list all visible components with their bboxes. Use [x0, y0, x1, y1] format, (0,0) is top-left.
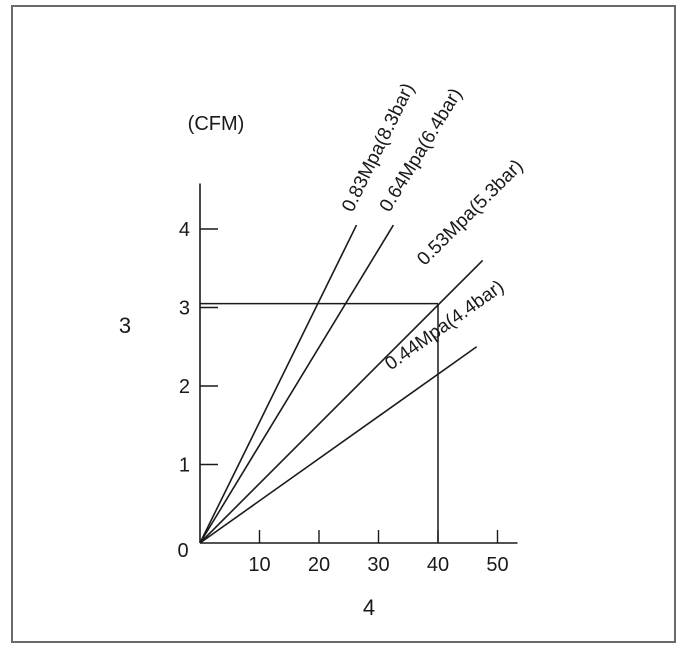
- series-label: 0.53Mpa(5.3bar): [413, 156, 527, 270]
- series-label: 0.83Mpa(8.3bar): [338, 80, 419, 215]
- series-lines: [199, 224, 484, 544]
- y-tick-label: 1: [179, 455, 190, 477]
- series-line: [199, 346, 478, 544]
- x-tick-label: 50: [486, 554, 508, 576]
- x-tick-label: 10: [248, 554, 270, 576]
- x-tick-label: 20: [308, 554, 330, 576]
- series-line: [199, 224, 395, 544]
- series-label: 0.44Mpa(4.4bar): [381, 276, 508, 374]
- reference-lines: [200, 302, 439, 543]
- origin-label: 0: [177, 540, 188, 562]
- y-tick-label: 4: [179, 219, 190, 241]
- series-line: [199, 259, 484, 544]
- y-tick-label: 2: [179, 376, 190, 398]
- series-line: [199, 224, 358, 544]
- x-tick-label: 40: [427, 554, 449, 576]
- y-axis-title: 3: [119, 313, 131, 338]
- x-axis-title: 4: [363, 595, 375, 620]
- figure-frame: [11, 5, 676, 643]
- x-tick-label: 30: [367, 554, 389, 576]
- y-tick-label: 3: [179, 298, 190, 320]
- y-unit-label: (CFM): [188, 113, 245, 135]
- axis-ticks: [200, 228, 499, 543]
